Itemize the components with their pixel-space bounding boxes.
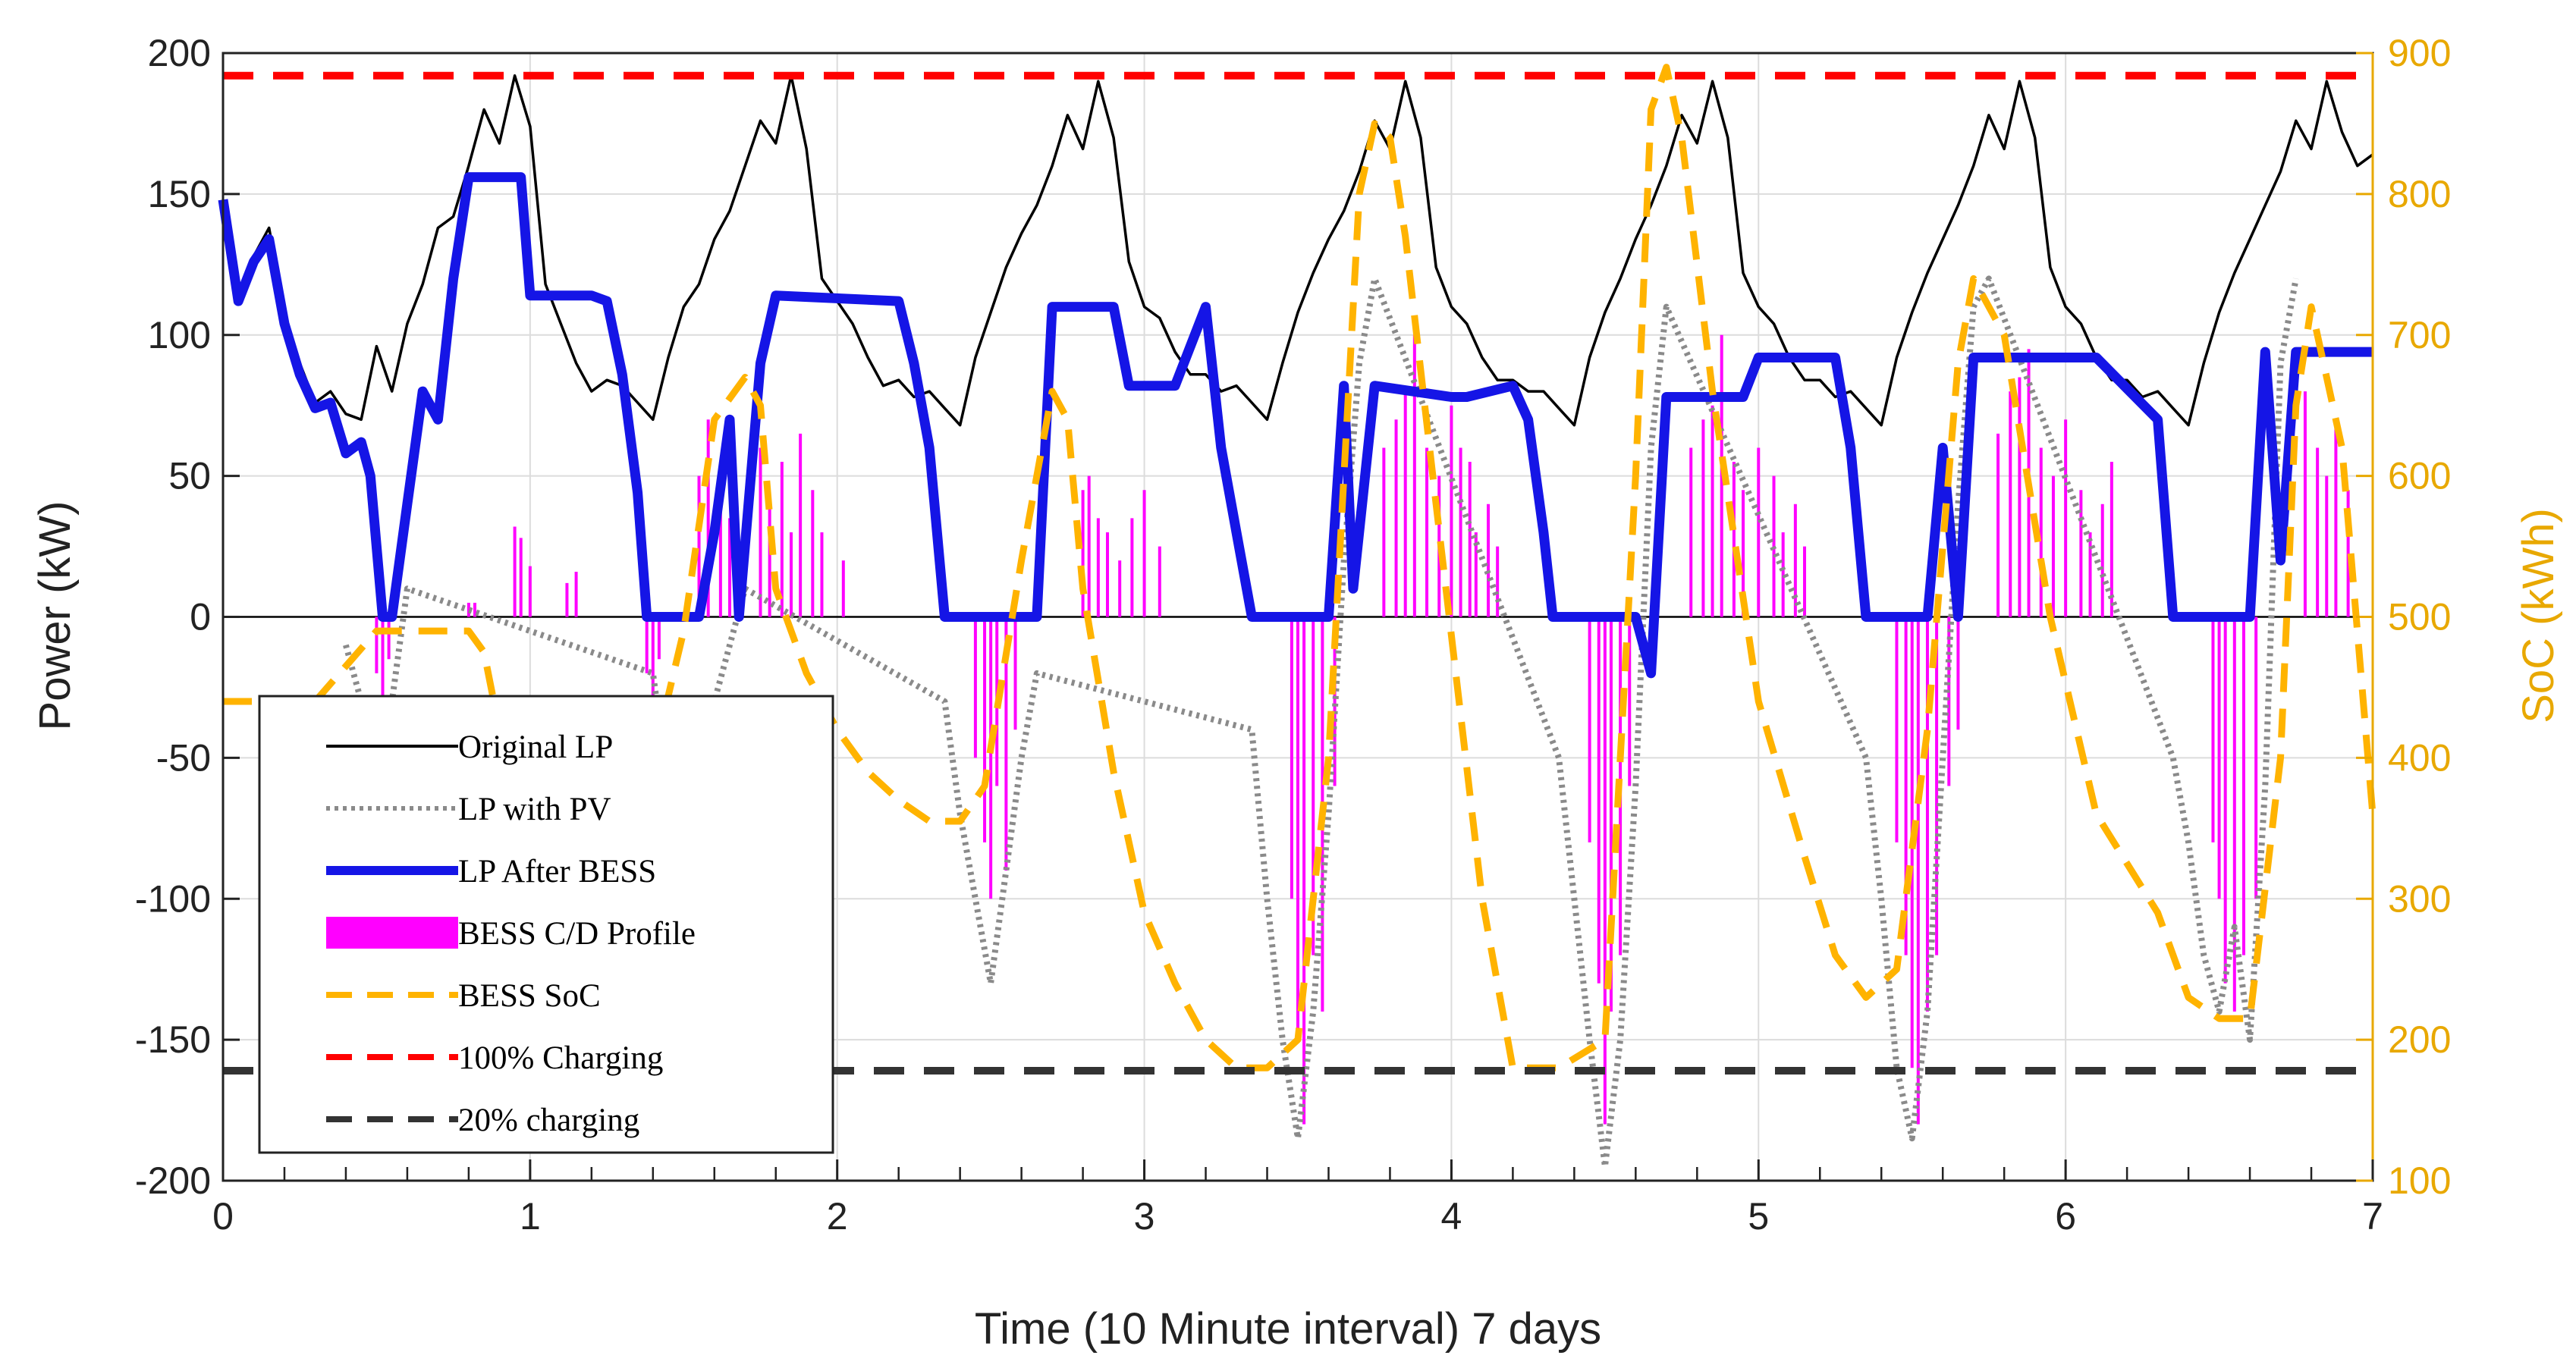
x-tick-label: 6 (2055, 1195, 2076, 1238)
y-left-tick-label: -50 (156, 736, 211, 779)
x-tick-label: 0 (212, 1195, 234, 1238)
y-left-tick-label: 200 (148, 32, 211, 74)
x-tick-label: 1 (520, 1195, 541, 1238)
y-right-tick-label: 600 (2388, 455, 2451, 497)
y-left-tick-label: 100 (148, 314, 211, 356)
x-tick-label: 4 (1441, 1195, 1462, 1238)
series-original-lp (221, 74, 2374, 427)
y-left-tick-label: 150 (148, 173, 211, 215)
y-right-tick-label: 800 (2388, 173, 2451, 215)
legend-label-charge100: 100% Charging (458, 1040, 663, 1076)
legend-label-pv: LP with PV (458, 792, 611, 827)
y-right-tick-label: 100 (2388, 1159, 2451, 1202)
x-tick-label: 3 (1134, 1195, 1155, 1238)
x-tick-label: 2 (827, 1195, 848, 1238)
legend-label-after: LP After BESS (458, 854, 656, 889)
legend-label-original: Original LP (458, 729, 613, 765)
y-left-tick-label: -150 (135, 1018, 211, 1061)
legend-label-charge20: 20% charging (458, 1103, 639, 1138)
x-axis-label: Time (10 Minute interval) 7 days (975, 1304, 1601, 1354)
y-right-tick-label: 400 (2388, 736, 2451, 779)
y-right-tick-label: 300 (2388, 877, 2451, 920)
legend-label-soc: BESS SoC (458, 978, 601, 1014)
y-right-tick-label: 500 (2388, 596, 2451, 638)
y-left-tick-label: 50 (168, 455, 211, 497)
x-tick-label: 5 (1748, 1195, 1769, 1238)
y-right-tick-label: 900 (2388, 32, 2451, 74)
y-left-tick-label: 0 (190, 596, 211, 638)
series-lp-with-pv (343, 275, 2299, 1170)
y-axis-right-label: SoC (kWh) (2514, 508, 2563, 723)
axes (221, 52, 2374, 1182)
y-right-tick-label: 200 (2388, 1018, 2451, 1061)
legend: Original LP LP with PV LP After BESS BESS C… (258, 695, 834, 1154)
series-layer (218, 64, 2377, 1170)
x-tick-label: 7 (2362, 1195, 2383, 1238)
ticks: 0 1 2 3 4 5 6 7200150100500-50-100-150-20090080… (135, 32, 2452, 1238)
y-left-tick-label: -200 (135, 1159, 211, 1202)
legend-label-cd: BESS C/D Profile (458, 916, 696, 952)
y-axis-left-label: Power (kW) (30, 501, 80, 731)
y-left-tick-label: -100 (135, 877, 211, 920)
series-lp-after-bess (218, 172, 2373, 679)
y-right-tick-label: 700 (2388, 314, 2451, 356)
